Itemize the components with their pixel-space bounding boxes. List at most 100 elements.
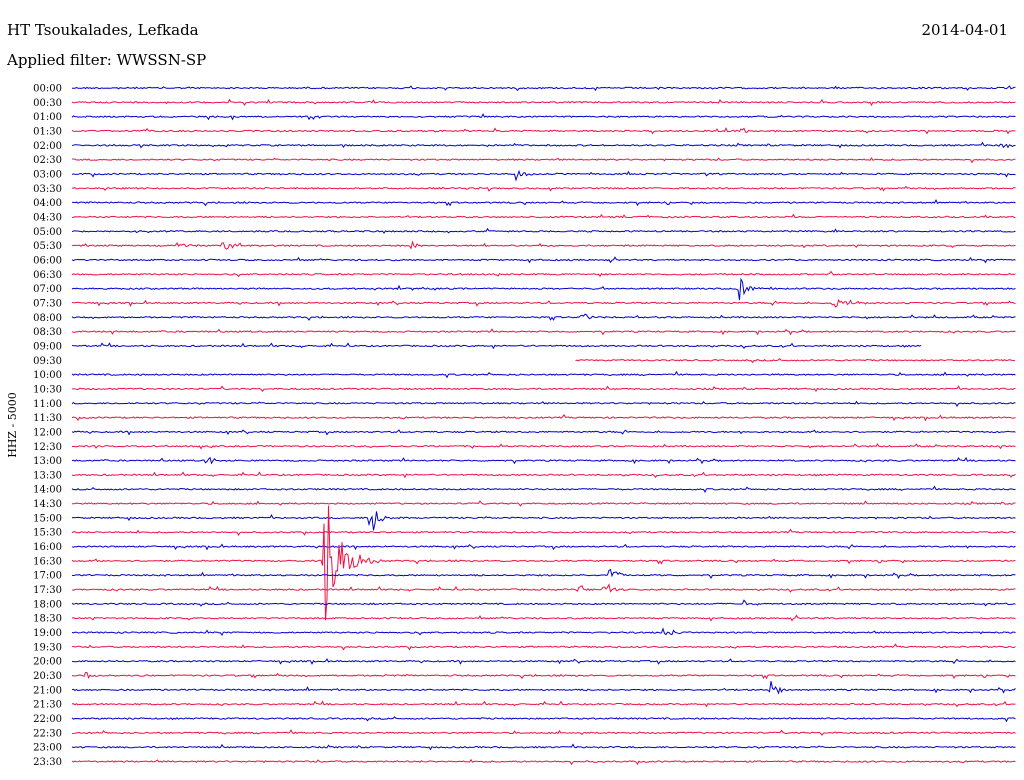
time-label: 05:30: [33, 241, 62, 252]
time-label: 16:00: [33, 542, 62, 553]
trace-line: [71, 400, 1016, 407]
time-label: 21:00: [33, 685, 62, 696]
trace-line: [71, 443, 1016, 450]
time-label: 03:30: [33, 184, 62, 195]
time-label: 07:00: [33, 284, 62, 295]
trace-line: [71, 227, 1016, 234]
time-label: 02:30: [33, 155, 62, 166]
filter-label: Applied filter: WWSSN-SP: [7, 51, 207, 69]
time-label: 04:00: [33, 198, 62, 209]
trace-line: [71, 643, 1016, 651]
trace-line: [71, 583, 1016, 593]
time-label: 02:00: [33, 141, 62, 152]
trace-line: [71, 198, 1016, 207]
trace-line: [72, 85, 1016, 92]
time-label: 11:30: [33, 413, 62, 424]
time-label: 15:30: [33, 528, 62, 539]
trace-line: [71, 313, 1016, 321]
time-label: 01:30: [33, 126, 62, 137]
trace-line: [71, 113, 1016, 121]
trace-line: [71, 240, 1016, 250]
trace-line: [71, 471, 1016, 479]
time-label: 01:00: [33, 112, 62, 123]
trace-line: [71, 414, 1016, 422]
time-label: 22:30: [33, 728, 62, 739]
trace-line: [72, 185, 1016, 192]
time-label: 23:30: [33, 757, 62, 768]
trace-line: [71, 342, 922, 350]
time-label: 08:00: [33, 313, 62, 324]
trace-line: [71, 614, 1016, 622]
trace-line: [71, 370, 1016, 379]
trace-line: [71, 213, 1016, 219]
trace-line: [71, 505, 1016, 621]
trace-line: [71, 500, 1016, 507]
time-label: 18:00: [33, 599, 62, 610]
time-label: 11:00: [33, 399, 62, 410]
time-label: 07:30: [33, 298, 62, 309]
time-label: 17:00: [33, 571, 62, 582]
time-label: 19:30: [33, 642, 62, 653]
time-label: 18:30: [33, 614, 62, 625]
time-label: 08:30: [33, 327, 62, 338]
trace-line: [71, 528, 1016, 536]
trace-line: [71, 485, 1016, 493]
trace-line: [71, 298, 1016, 308]
time-label: 21:30: [33, 700, 62, 711]
trace-line: [71, 328, 1016, 336]
time-label: 20:00: [33, 657, 62, 668]
time-label: 00:30: [33, 98, 62, 109]
time-label: 10:30: [33, 384, 62, 395]
trace-line: [71, 385, 1016, 393]
time-label: 06:00: [33, 255, 62, 266]
y-axis-label: HHZ - 5000: [6, 392, 19, 458]
time-label: 12:30: [33, 442, 62, 453]
trace-line: [71, 700, 1016, 708]
time-label: 23:00: [33, 743, 62, 754]
time-label: 15:00: [33, 513, 62, 524]
time-label: 19:00: [33, 628, 62, 639]
time-label: 22:00: [33, 714, 62, 725]
trace-line: [71, 169, 1016, 182]
trace-line: [71, 743, 1016, 751]
trace-line: [71, 671, 1016, 680]
time-label: 05:00: [33, 227, 62, 238]
trace-line: [71, 277, 1016, 301]
trace-line: [71, 429, 1016, 436]
time-label: 06:30: [33, 270, 62, 281]
trace-line: [71, 716, 1016, 723]
trace-line: [71, 627, 1016, 636]
trace-line: [71, 543, 1016, 551]
time-label: 13:00: [33, 456, 62, 467]
trace-line: [71, 658, 1016, 666]
time-label: 09:00: [33, 341, 62, 352]
trace-line: [71, 456, 1016, 465]
trace-line: [72, 157, 1016, 164]
time-label: 14:00: [33, 485, 62, 496]
time-label: 09:30: [33, 356, 62, 367]
time-label: 20:30: [33, 671, 62, 682]
trace-line: [575, 358, 1016, 364]
trace-line: [71, 568, 1016, 579]
record-date: 2014-04-01: [921, 21, 1008, 39]
trace-line: [71, 599, 1016, 607]
trace-line: [71, 256, 1016, 264]
trace-line: [71, 127, 1016, 135]
trace-line: [71, 98, 1016, 107]
time-label: 12:00: [33, 427, 62, 438]
time-label: 13:30: [33, 470, 62, 481]
trace-line: [71, 270, 1016, 278]
time-label: 03:00: [33, 169, 62, 180]
time-label: 16:30: [33, 556, 62, 567]
time-label: 17:30: [33, 585, 62, 596]
time-label: 14:30: [33, 499, 62, 510]
time-label: 04:30: [33, 212, 62, 223]
trace-line: [71, 511, 1016, 531]
trace-line: [71, 681, 1016, 695]
time-label: 00:00: [33, 84, 62, 95]
trace-line: [71, 758, 1016, 766]
trace-line: [71, 141, 1016, 149]
station-title: HT Tsoukalades, Lefkada: [7, 21, 199, 39]
time-label: 10:00: [33, 370, 62, 381]
